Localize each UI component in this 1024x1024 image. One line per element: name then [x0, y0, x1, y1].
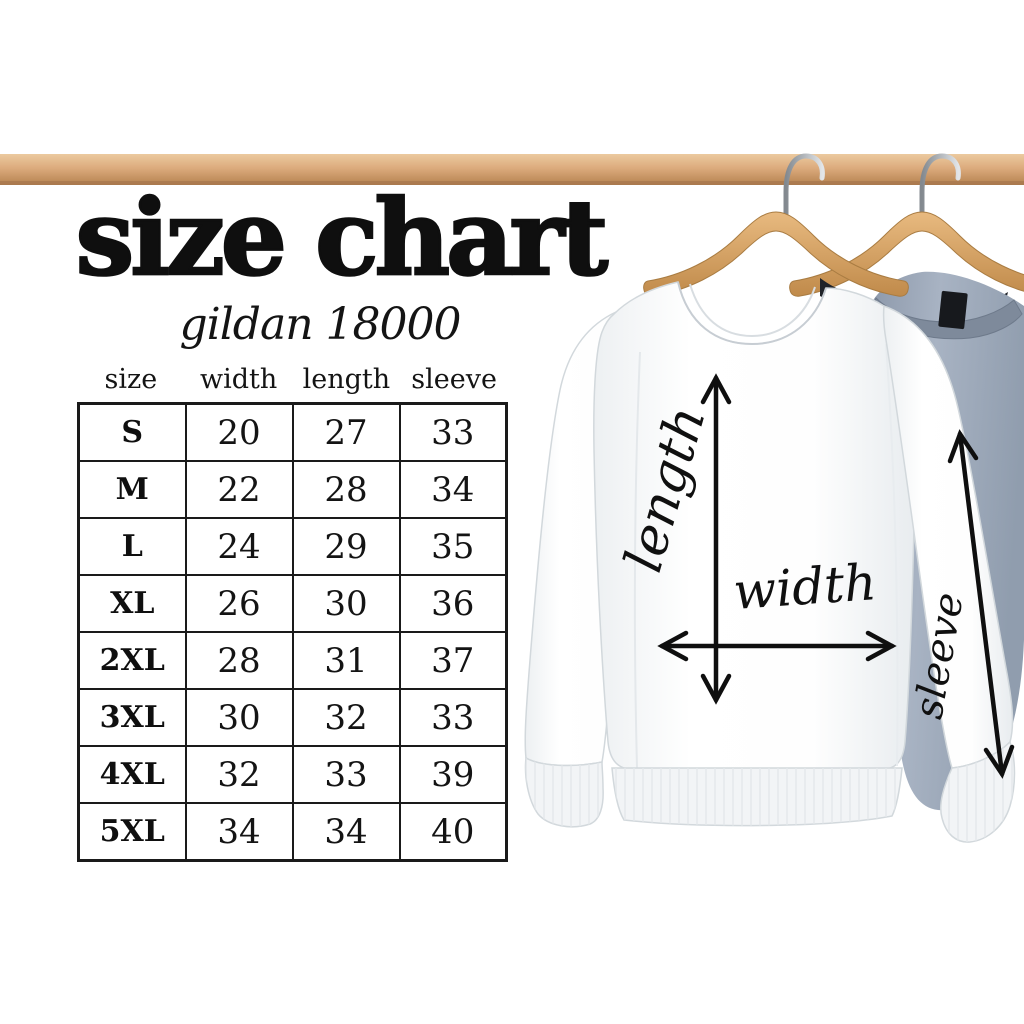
table-row: 5XL 34 34 40 [77, 802, 508, 862]
sleeve-arrow [947, 429, 1015, 779]
table-column-headers: size width length sleeve [77, 364, 508, 395]
measurement-cell: 27 [291, 402, 401, 462]
measurement-cell: 34 [291, 802, 401, 862]
measurement-cell: 20 [184, 402, 294, 462]
neck-tag [938, 290, 968, 330]
table-row: XL 26 30 36 [77, 574, 508, 633]
subtitle: gildan 18000 [179, 299, 461, 350]
size-cell: L [77, 517, 187, 576]
measurement-cell: 29 [291, 517, 401, 576]
hanger-hook-icon [919, 153, 961, 229]
table-row: L 24 29 35 [77, 517, 508, 576]
measurement-cell: 35 [398, 517, 508, 576]
wooden-hanger-right [789, 211, 1024, 297]
size-cell: XL [77, 574, 187, 633]
measurement-cell: 32 [291, 688, 401, 747]
measurement-cell: 36 [398, 574, 508, 633]
size-table: S 20 27 33 M 22 28 34 L 24 29 35 XL 26 30 36 2XL 28 31 37 3X… [77, 402, 508, 862]
hanger-hook-icon [783, 153, 825, 229]
size-cell: 4XL [77, 745, 187, 804]
measurement-cell: 40 [398, 802, 508, 862]
measurement-cell: 30 [291, 574, 401, 633]
table-row: 2XL 28 31 37 [77, 631, 508, 690]
measurement-cell: 28 [291, 460, 401, 519]
gray-sweatshirt [820, 271, 1024, 811]
measurement-cell: 32 [184, 745, 294, 804]
measurement-cell: 26 [184, 574, 294, 633]
page-title: size chart [74, 176, 609, 299]
size-cell: M [77, 460, 187, 519]
column-header-width: width [199, 364, 278, 395]
column-header-size: size [104, 364, 158, 395]
measurement-cell: 34 [184, 802, 294, 862]
column-header-length: length [302, 364, 391, 395]
white-sweatshirt [524, 281, 1016, 843]
table-row: S 20 27 33 [77, 402, 508, 462]
measurement-cell: 33 [398, 402, 508, 462]
size-cell: 5XL [77, 802, 187, 862]
size-cell: S [77, 402, 187, 462]
size-table-body: S 20 27 33 M 22 28 34 L 24 29 35 XL 26 30 36 2XL 28 31 37 3X… [77, 402, 508, 862]
width-arrow [657, 630, 897, 662]
table-row: 3XL 30 32 33 [77, 688, 508, 747]
width-label: width [731, 553, 878, 621]
measurement-cell: 22 [184, 460, 294, 519]
sleeve-label: sleeve [906, 589, 973, 722]
measurement-cell: 33 [291, 745, 401, 804]
length-label: length [614, 400, 718, 579]
length-arrow [700, 373, 732, 705]
measurement-cell: 28 [184, 631, 294, 690]
measurement-cell: 33 [398, 688, 508, 747]
table-row: 4XL 32 33 39 [77, 745, 508, 804]
measurement-cell: 34 [398, 460, 508, 519]
size-cell: 3XL [77, 688, 187, 747]
measurement-cell: 39 [398, 745, 508, 804]
measurement-cell: 31 [291, 631, 401, 690]
size-cell: 2XL [77, 631, 187, 690]
measurement-cell: 37 [398, 631, 508, 690]
table-row: M 22 28 34 [77, 460, 508, 519]
column-header-sleeve: sleeve [411, 364, 497, 395]
measurement-cell: 30 [184, 688, 294, 747]
wooden-hanger-left [643, 211, 909, 297]
measurement-cell: 24 [184, 517, 294, 576]
